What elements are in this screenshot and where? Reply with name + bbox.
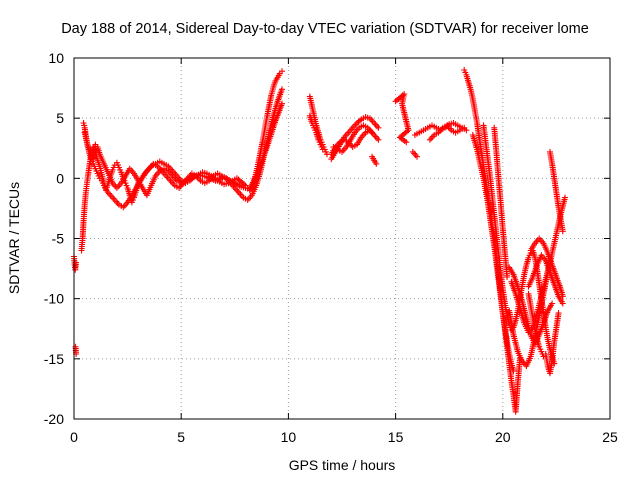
- data-point: [319, 146, 326, 153]
- x-tick-label: 20: [495, 429, 511, 445]
- data-point: [356, 117, 363, 124]
- data-point: [510, 367, 517, 374]
- data-point: [375, 124, 382, 131]
- y-tick-label: -10: [44, 291, 64, 307]
- x-axis-label: GPS time / hours: [289, 457, 396, 473]
- data-point: [559, 228, 566, 235]
- y-tick-label: -5: [52, 231, 65, 247]
- x-tick-label: 0: [70, 429, 78, 445]
- data-point: [549, 300, 556, 307]
- y-tick-label: 10: [48, 50, 64, 66]
- data-point: [461, 124, 468, 131]
- x-tick-label: 15: [388, 429, 404, 445]
- x-tick-label: 10: [281, 429, 297, 445]
- y-tick-label: 5: [56, 110, 64, 126]
- chart-title: Day 188 of 2014, Sidereal Day-to-day VTE…: [61, 21, 589, 37]
- data-point: [562, 194, 568, 201]
- data-point: [279, 100, 285, 107]
- data-point: [414, 153, 420, 160]
- y-tick-label: -15: [44, 351, 64, 367]
- data-point: [540, 353, 547, 360]
- data-point: [559, 300, 566, 307]
- x-tick-label: 25: [602, 429, 618, 445]
- y-tick-label: 0: [56, 170, 64, 186]
- data-point: [279, 86, 285, 93]
- data-point: [559, 293, 566, 300]
- data-series: [71, 67, 568, 415]
- x-tick-label: 5: [177, 429, 185, 445]
- data-point: [279, 68, 285, 75]
- data-point: [504, 274, 511, 280]
- plot-frame: [73, 57, 611, 420]
- grid: [74, 58, 610, 419]
- y-axis-label: SDTVAR / TECUs: [6, 182, 22, 294]
- data-point: [403, 139, 410, 146]
- data-point: [369, 129, 375, 136]
- data-point: [375, 136, 382, 143]
- data-point: [373, 160, 380, 167]
- data-point: [555, 310, 562, 317]
- y-tick-label: -20: [44, 411, 64, 427]
